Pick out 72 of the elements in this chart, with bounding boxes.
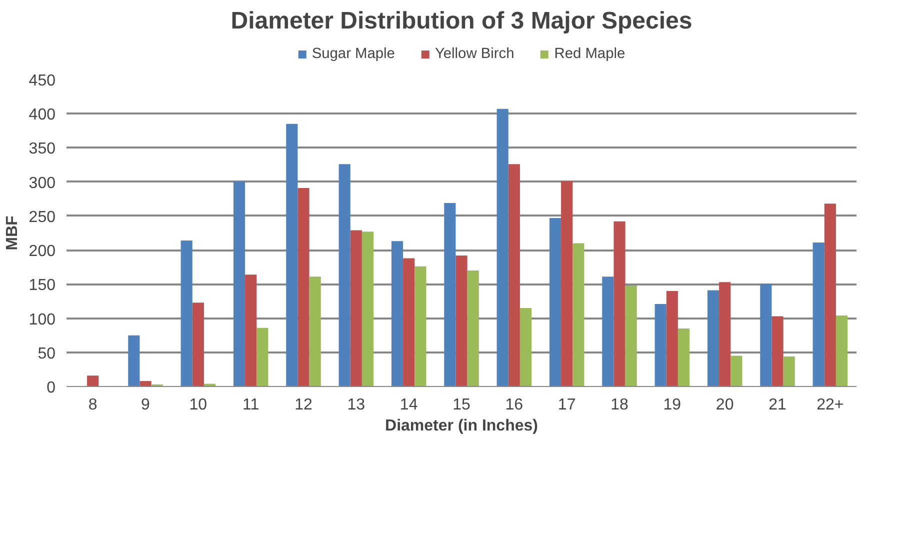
x-tick-label: 12 (294, 396, 312, 414)
x-tick-label: 19 (663, 396, 682, 414)
x-tick-label: 14 (400, 396, 418, 414)
bar (654, 304, 666, 386)
bar (128, 335, 140, 386)
y-tick-label: 200 (28, 243, 56, 260)
bar (444, 202, 456, 386)
legend-label: Sugar Maple (312, 46, 395, 62)
y-tick-label: 300 (28, 174, 56, 192)
bar (520, 308, 532, 386)
x-tick-label: 15 (452, 396, 470, 414)
y-axis-title: MBF (4, 215, 21, 250)
bar (707, 290, 720, 386)
bar (508, 164, 520, 386)
bar (362, 232, 374, 386)
y-tick-label: 100 (28, 311, 56, 328)
bar (286, 124, 298, 386)
bar (391, 241, 404, 386)
y-tick-label: 350 (28, 140, 56, 158)
bar (309, 276, 321, 386)
x-tick-label: 16 (505, 396, 524, 414)
bar (350, 230, 362, 386)
bar (625, 286, 637, 386)
y-tick-label: 150 (28, 277, 56, 294)
bar (812, 242, 824, 386)
bar (338, 164, 350, 386)
bar (666, 290, 678, 386)
bar (561, 181, 573, 386)
bar (298, 188, 310, 386)
bar (719, 282, 731, 386)
bar (233, 181, 246, 386)
bar (403, 258, 415, 386)
x-tick-label: 22+ (816, 396, 844, 414)
x-tick-label: 18 (610, 396, 628, 414)
x-tick-label: 11 (242, 396, 260, 414)
bar (572, 243, 584, 386)
bar (783, 356, 795, 386)
y-tick-label: 250 (28, 208, 56, 226)
x-axis-title: Diameter (in Inches) (385, 418, 538, 434)
bar (614, 221, 626, 386)
x-tick-label: 8 (88, 396, 98, 414)
bar (245, 274, 257, 386)
bar (496, 108, 508, 386)
x-tick-label: 21 (768, 396, 786, 414)
bar (256, 328, 268, 386)
bar (467, 270, 479, 386)
y-tick-label: 450 (28, 72, 56, 90)
legend-label: Red Maple (554, 46, 626, 62)
bar (87, 376, 99, 386)
bar (678, 328, 690, 386)
bar (836, 316, 848, 386)
x-tick-label: 20 (716, 396, 734, 414)
y-tick-label: 400 (28, 106, 56, 124)
y-tick-label: 50 (38, 345, 56, 362)
bar (730, 356, 742, 386)
x-tick-label: 10 (189, 396, 208, 414)
bar (602, 276, 614, 386)
y-tick-label: 0 (46, 380, 56, 396)
bar (549, 218, 562, 386)
bar (140, 381, 152, 386)
x-tick-label: 9 (141, 396, 150, 414)
legend-label: Yellow Birch (434, 46, 514, 62)
bar (192, 302, 204, 386)
x-tick-label: 17 (558, 396, 576, 414)
bar (824, 204, 836, 386)
bar (414, 266, 426, 386)
chart-title: Diameter Distribution of 3 Major Species (230, 8, 692, 34)
bar (456, 256, 468, 386)
bar (772, 316, 784, 386)
bar (180, 240, 192, 386)
bar (760, 283, 772, 386)
x-tick-label: 13 (347, 396, 366, 414)
